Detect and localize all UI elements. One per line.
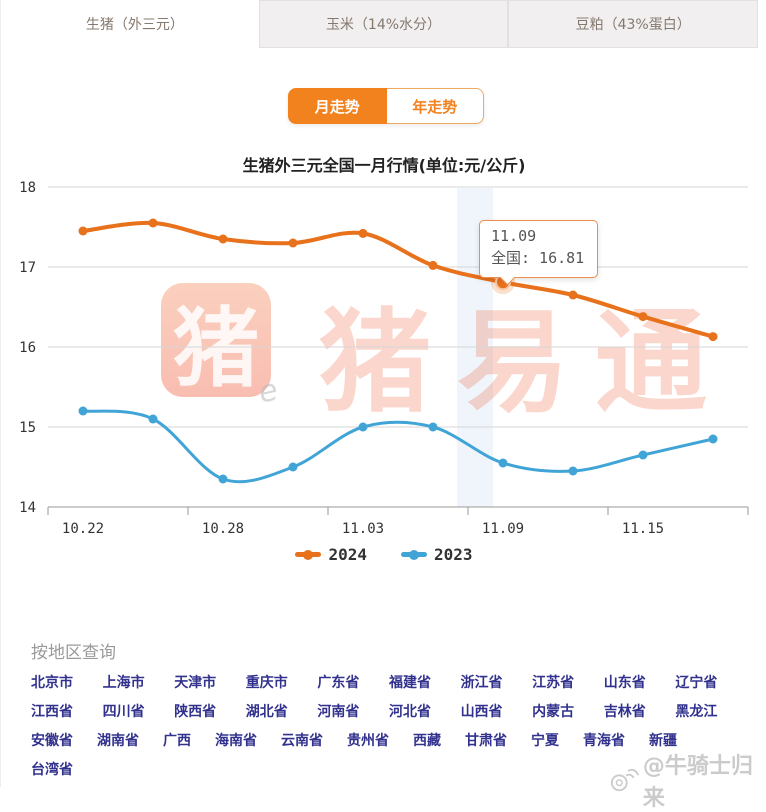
region-link[interactable]: 贵州省 — [347, 733, 389, 749]
product-tabbar: 生猪（外三元） 玉米（14%水分） 豆粕（43%蛋白） — [11, 0, 759, 48]
region-row: 江西省 四川省 陕西省 湖北省 河南省 河北省 山西省 内蒙古 吉林省 黑龙江 — [31, 701, 747, 721]
region-link[interactable]: 西藏 — [413, 733, 441, 749]
region-link[interactable]: 天津市 — [174, 675, 217, 691]
svg-text:14: 14 — [19, 500, 36, 516]
region-link[interactable]: 台湾省 — [31, 762, 73, 778]
region-link[interactable]: 青海省 — [583, 733, 625, 749]
region-link[interactable]: 湖北省 — [245, 704, 288, 720]
weibo-watermark: @牛骑士归来 — [609, 748, 766, 812]
region-link[interactable]: 吉林省 — [603, 704, 646, 720]
watermark-logo: 猪 — [161, 283, 271, 399]
region-link[interactable]: 新疆 — [649, 733, 677, 749]
region-link[interactable]: 云南省 — [281, 733, 323, 749]
region-row: 安徽省 湖南省 广西 海南省 云南省 贵州省 西藏 甘肃省 宁夏 青海省 新疆 — [31, 730, 747, 750]
region-link[interactable]: 内蒙古 — [532, 704, 575, 720]
region-section-title: 按地区查询 — [31, 643, 116, 663]
trend-toggle: 月走势 年走势 — [288, 88, 484, 124]
region-link[interactable]: 重庆市 — [245, 675, 288, 691]
weibo-username: @牛骑士归来 — [642, 754, 753, 811]
tab-pig[interactable]: 生猪（外三元） — [11, 0, 259, 48]
region-row: 北京市 上海市 天津市 重庆市 广东省 福建省 浙江省 江苏省 山东省 辽宁省 — [31, 672, 747, 692]
legend-item-2024[interactable]: 2024 — [295, 545, 367, 564]
region-link[interactable]: 上海市 — [102, 675, 145, 691]
region-link[interactable]: 北京市 — [31, 675, 73, 691]
region-link[interactable]: 河北省 — [388, 704, 431, 720]
region-link-grid: 北京市 上海市 天津市 重庆市 广东省 福建省 浙江省 江苏省 山东省 辽宁省 江西省 四川省 陕西省湖… — [31, 672, 747, 788]
region-link[interactable]: 黑龙江 — [675, 704, 718, 720]
chart-legend: 2024 2023 — [1, 545, 766, 564]
region-link[interactable]: 湖南省 — [97, 733, 139, 749]
region-link[interactable]: 江苏省 — [532, 675, 575, 691]
legend-item-2023[interactable]: 2023 — [401, 545, 473, 564]
svg-text:15: 15 — [19, 420, 36, 436]
price-trend-chart[interactable]: 18 17 16 15 14 10.22 10.28 11.03 11.09 11.15 — [1, 180, 766, 540]
svg-text:11.09: 11.09 — [482, 521, 524, 537]
region-link[interactable]: 海南省 — [215, 733, 257, 749]
region-link[interactable]: 辽宁省 — [675, 675, 718, 691]
region-link[interactable]: 四川省 — [102, 704, 145, 720]
region-link[interactable]: 安徽省 — [31, 733, 73, 749]
chart-title: 生猪外三元全国一月行情(单位:元/公斤) — [242, 156, 526, 175]
svg-text:10.22: 10.22 — [62, 521, 104, 537]
region-link[interactable]: 宁夏 — [531, 733, 559, 749]
svg-text:10.28: 10.28 — [202, 521, 244, 537]
month-trend-button[interactable]: 月走势 — [288, 88, 387, 124]
legend-label: 2023 — [434, 545, 473, 564]
region-link[interactable]: 山西省 — [460, 704, 503, 720]
legend-label: 2024 — [328, 545, 367, 564]
region-link[interactable]: 江西省 — [31, 704, 73, 720]
region-link[interactable]: 浙江省 — [460, 675, 503, 691]
tooltip-value: 全国: 16.81 — [491, 248, 585, 267]
svg-text:17: 17 — [19, 260, 36, 276]
region-link[interactable]: 广东省 — [317, 675, 360, 691]
region-link[interactable]: 甘肃省 — [465, 733, 507, 749]
region-link[interactable]: 河南省 — [317, 704, 360, 720]
svg-text:11.15: 11.15 — [622, 521, 664, 537]
region-link[interactable]: 陕西省 — [174, 704, 217, 720]
region-row: 台湾省 — [31, 759, 747, 779]
region-link[interactable]: 福建省 — [388, 675, 431, 691]
legend-marker — [295, 549, 322, 560]
weibo-icon — [610, 768, 639, 792]
chart-tooltip: 11.09 全国: 16.81 — [479, 220, 599, 278]
region-link[interactable]: 广西 — [163, 733, 191, 749]
svg-text:18: 18 — [19, 180, 36, 196]
legend-marker — [401, 549, 427, 560]
svg-text:16: 16 — [19, 340, 36, 356]
tab-soymeal[interactable]: 豆粕（43%蛋白） — [508, 0, 759, 48]
year-trend-button[interactable]: 年走势 — [386, 88, 484, 124]
region-link[interactable]: 山东省 — [603, 675, 646, 691]
svg-text:11.03: 11.03 — [342, 521, 384, 537]
tooltip-date: 11.09 — [491, 227, 537, 245]
tab-corn[interactable]: 玉米（14%水分） — [258, 0, 509, 48]
